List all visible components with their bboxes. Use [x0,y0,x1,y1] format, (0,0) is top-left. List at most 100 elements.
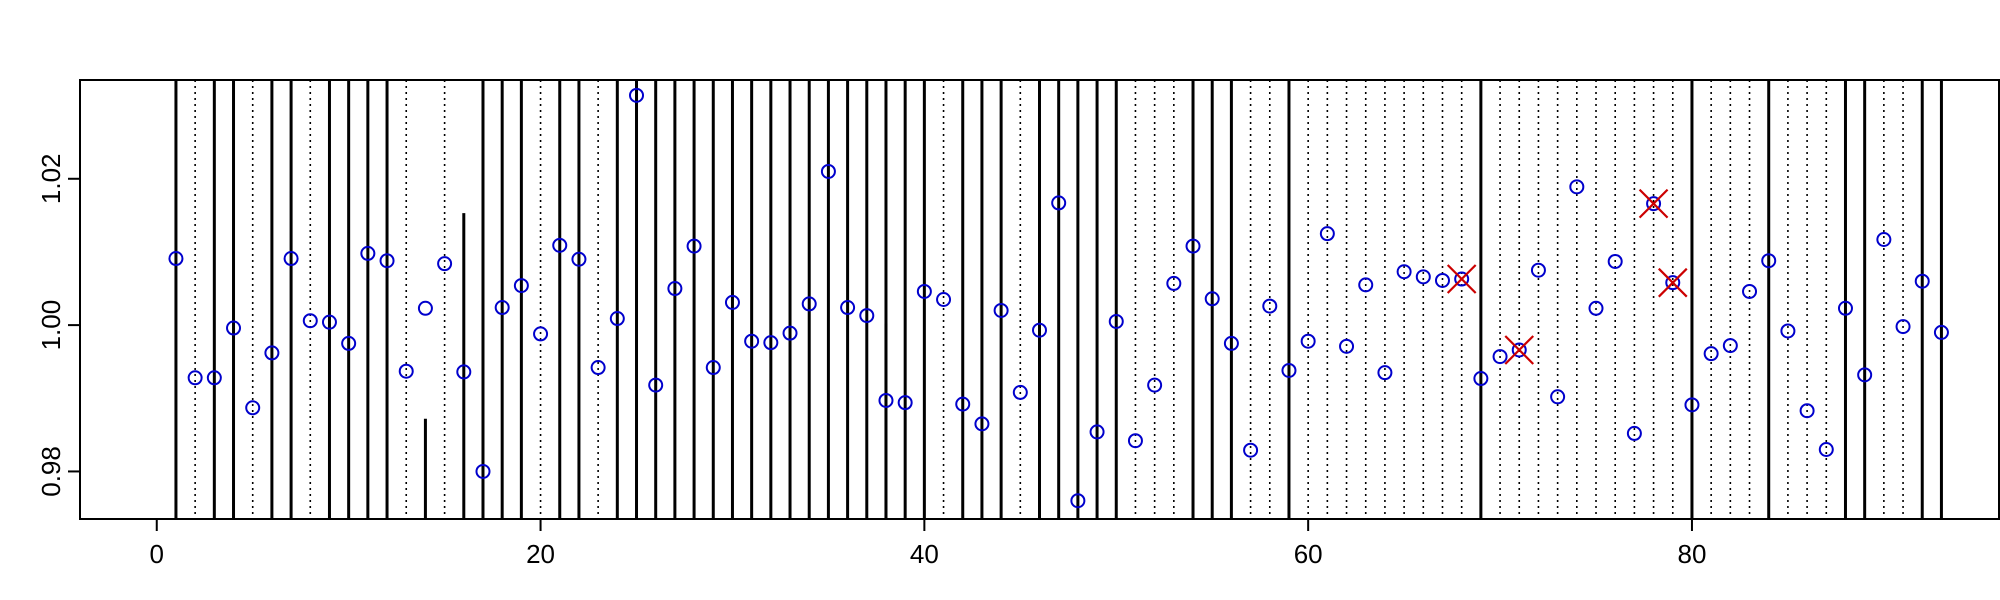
data-point [1185,238,1201,254]
data-point [1703,346,1719,362]
data-point [1070,493,1086,509]
data-point [1550,389,1566,405]
flag-x-marker [1446,264,1477,294]
data-point [1607,253,1623,269]
data-point [1818,441,1834,457]
data-point [916,283,932,299]
data-point [1511,342,1527,358]
data-point [782,325,798,341]
data-point [1339,338,1355,354]
data-point [859,308,875,324]
data-point [1665,275,1681,291]
data-point [1358,277,1374,293]
data-point [379,253,395,269]
data-point [686,238,702,254]
data-point [187,370,203,386]
data-point [705,360,721,376]
data-point [302,313,318,329]
data-point [1127,433,1143,449]
data-point [1569,179,1585,195]
flag-stroke [1446,264,1477,294]
data-point [648,377,664,393]
y-tick-label: 1.00 [36,300,66,351]
data-point [1895,319,1911,335]
y-tick-label: 1.02 [36,153,66,204]
data-point [1914,273,1930,289]
data-point [1434,272,1450,288]
data-point [398,363,414,379]
x-tick-label: 80 [1677,539,1706,569]
flagged-points-layer [1446,188,1688,365]
data-point [1300,333,1316,349]
data-point [1780,323,1796,339]
data-point [1204,291,1220,307]
data-point [475,463,491,479]
data-point [360,245,376,261]
y-tick-label: 0.98 [36,446,66,497]
data-point [1281,362,1297,378]
data-point [1646,196,1662,212]
x-tick-label: 40 [910,539,939,569]
data-point [245,400,261,416]
data-point [552,237,568,253]
vertical-lines-layer [174,80,1943,519]
x-tick-label: 60 [1294,539,1323,569]
data-point [1684,397,1700,413]
data-point [1530,262,1546,278]
data-point [1876,232,1892,248]
data-point [801,296,817,312]
data-point [264,345,280,361]
data-point [1492,349,1508,365]
data-point [456,364,472,380]
data-point [629,87,645,103]
data-point [341,335,357,351]
data-point [1473,371,1489,387]
data-point [1223,335,1239,351]
data-point [1722,338,1738,354]
data-point [1262,298,1278,314]
data-point [667,281,683,297]
data-point [168,251,184,267]
data-point [1243,442,1259,458]
flag-stroke [1638,188,1669,219]
data-point [878,392,894,408]
data-point [533,326,549,342]
data-point [1166,275,1182,291]
flag-x-marker [1657,267,1688,298]
data-point [513,278,529,294]
flag-stroke [1657,267,1688,298]
data-point [897,395,913,411]
data-point [936,292,952,307]
data-point [206,370,222,386]
data-point [1319,226,1335,242]
data-point [1415,269,1431,285]
data-point [417,300,433,316]
data-point [1588,300,1604,316]
data-point [1147,377,1163,393]
data-point [1089,424,1105,440]
data-point [744,333,760,349]
data-point [590,360,606,376]
data-point [1012,384,1028,400]
data-point [840,300,856,316]
data-point [1108,313,1124,329]
data-point [1837,300,1853,316]
data-point [226,320,242,336]
data-point [1454,271,1470,287]
data-point [1933,324,1949,340]
data-point [724,294,740,310]
data-point [1761,253,1777,269]
data-point [1032,322,1047,338]
data-point [1396,264,1412,280]
data-point [437,256,453,272]
points-layer [168,87,1949,509]
data-point [1799,403,1815,419]
data-point [1377,365,1393,381]
data-point [974,416,990,432]
y-axis: 0.98 1.00 1.02 [36,153,81,497]
data-point [1626,425,1642,441]
flag-stroke [1504,335,1535,365]
x-axis: 0 20 40 60 80 [150,518,1706,569]
data-point [283,251,299,267]
